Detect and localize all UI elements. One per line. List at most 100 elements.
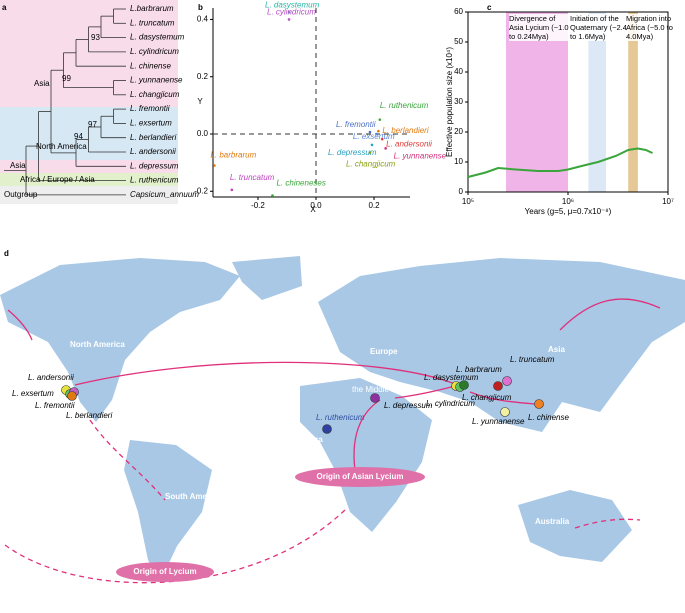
y-tick-label: 30 bbox=[454, 97, 463, 106]
leaf-label: Capsicum_annuum bbox=[130, 190, 199, 199]
region-label: Australia bbox=[535, 517, 570, 526]
map-point-label: L. berlandieri bbox=[66, 411, 112, 420]
clade-label: Asia bbox=[34, 79, 50, 88]
band-label-box: Initiation of the Quaternary (~2.4 to 1.… bbox=[570, 14, 630, 41]
y-tick-label: 40 bbox=[454, 67, 463, 76]
y-tick-label: 60 bbox=[454, 7, 463, 16]
support-value: 99 bbox=[62, 74, 71, 83]
leaf-label: L. andersonii bbox=[130, 147, 176, 156]
map-point bbox=[500, 407, 510, 417]
x-tick-label: 0.2 bbox=[368, 201, 380, 210]
x-tick-label: 10⁷ bbox=[662, 197, 674, 206]
map-point-label: L. fremontii bbox=[35, 401, 75, 410]
map-annotation: the Middle East bbox=[352, 385, 408, 394]
leaf-label: L. dasystemum bbox=[130, 33, 185, 42]
x-axis-label: X bbox=[310, 205, 316, 214]
map-point-label: L. andersonii bbox=[28, 373, 74, 382]
map-point-label: L. yunnanense bbox=[472, 417, 525, 426]
point bbox=[380, 137, 384, 141]
map-point-label: L. truncatum bbox=[510, 355, 555, 364]
leaf-label: L. cylindricum bbox=[130, 47, 179, 56]
x-axis-label: Years (g=5, μ=0.7x10⁻⁸) bbox=[525, 207, 612, 216]
line bbox=[467, 147, 653, 178]
point-label: L. fremontii bbox=[336, 120, 376, 129]
point bbox=[378, 118, 382, 121]
point-label: L. andersonii bbox=[386, 139, 432, 148]
band-label: Migration into Africa (~5.0 to 4.0Mya) bbox=[626, 14, 685, 41]
origin-label: Origin of Lycium bbox=[133, 567, 196, 576]
point bbox=[213, 164, 216, 167]
x-tick-label: -0.2 bbox=[251, 201, 265, 210]
leaf-label: L. chinense bbox=[130, 61, 171, 70]
x-tick-label: 10⁵ bbox=[462, 197, 474, 206]
leaf-label: L. exsertum bbox=[130, 119, 172, 128]
y-tick-label: 0 bbox=[459, 187, 464, 196]
point-label: L. cylindricum bbox=[267, 8, 316, 17]
point bbox=[287, 10, 291, 14]
leaf-label: L. berlandieri bbox=[130, 133, 176, 142]
point bbox=[368, 151, 372, 154]
tree-backgrounds bbox=[0, 0, 178, 204]
point bbox=[271, 194, 274, 197]
origin-badge bbox=[295, 467, 425, 487]
leaf-label: L. depressum bbox=[130, 161, 179, 170]
migration-arrows bbox=[4, 298, 661, 584]
y-tick-label: -0.2 bbox=[194, 186, 208, 195]
map-point-label: L. depressum bbox=[384, 401, 433, 410]
y-tick-label: 10 bbox=[454, 157, 463, 166]
map-point-label: L. barbrarum bbox=[456, 365, 502, 374]
point-label: L. ruthenicum bbox=[380, 101, 429, 110]
leaf-label: L. fremontii bbox=[130, 104, 170, 113]
clade-label: Outgroup bbox=[4, 190, 38, 199]
shaded-band bbox=[588, 12, 607, 192]
support-value: 93 bbox=[91, 33, 100, 42]
point bbox=[375, 132, 379, 136]
clade-label: Asia bbox=[10, 161, 26, 170]
region-label: Africa bbox=[300, 435, 323, 444]
point-label: L. exsertum bbox=[353, 132, 395, 141]
point-label: L. depressum bbox=[328, 148, 377, 157]
y-axis-label: Y bbox=[197, 97, 203, 106]
map-point bbox=[493, 381, 503, 391]
point bbox=[370, 143, 374, 147]
y-axis-label: Effective population size (x10⁴) bbox=[445, 47, 454, 157]
leaf-label: L. yunnanense bbox=[130, 76, 183, 85]
map-point bbox=[534, 399, 544, 409]
point-label: L. chineneses bbox=[276, 179, 325, 188]
region-label: Europe bbox=[370, 347, 398, 356]
band-label-box: Divergence of Asia Lycium (~1.0 to 0.24M… bbox=[509, 14, 569, 41]
clade-label: Africa / Europe / Asia bbox=[20, 175, 95, 184]
point bbox=[230, 188, 234, 192]
band-label: Divergence of Asia Lycium (~1.0 to 0.24M… bbox=[509, 14, 569, 41]
map-point-label: L. cylindricum bbox=[426, 399, 475, 408]
map-point bbox=[459, 380, 469, 390]
region-label: South America bbox=[165, 492, 222, 501]
point bbox=[377, 129, 380, 133]
y-tick-label: 50 bbox=[454, 37, 463, 46]
map-point-label: L. dasystemum bbox=[424, 373, 479, 382]
x-tick-label: 0.0 bbox=[310, 201, 322, 210]
band-label-box: Migration into Africa (~5.0 to 4.0Mya) bbox=[626, 14, 685, 41]
panel-label: d bbox=[4, 249, 9, 258]
x-tick-label: 10⁶ bbox=[562, 197, 574, 206]
origin-label: Origin of Asian Lycium bbox=[317, 472, 404, 481]
panel-label: a bbox=[2, 3, 7, 12]
support-value: 97 bbox=[88, 120, 97, 129]
map-point bbox=[322, 424, 332, 434]
map-point bbox=[502, 376, 512, 386]
y-tick-label: 0.2 bbox=[197, 72, 209, 81]
y-tick-label: 0.0 bbox=[197, 129, 209, 138]
shaded-band bbox=[506, 12, 568, 192]
origin-badge bbox=[116, 562, 214, 582]
panel-label: b bbox=[198, 3, 203, 12]
y-tick-label: 0.4 bbox=[197, 15, 209, 24]
clade-label: North America bbox=[36, 142, 87, 151]
point-label: L. dasystemum bbox=[265, 0, 320, 9]
map-point-label: L. changjicum bbox=[462, 393, 512, 402]
leaf-label: L. changjicum bbox=[130, 90, 180, 99]
panel-label: c bbox=[487, 3, 492, 12]
band-label: Initiation of the Quaternary (~2.4 to 1.… bbox=[570, 14, 630, 41]
point bbox=[287, 18, 291, 21]
map-point-label: L. ruthenicum bbox=[316, 413, 365, 422]
